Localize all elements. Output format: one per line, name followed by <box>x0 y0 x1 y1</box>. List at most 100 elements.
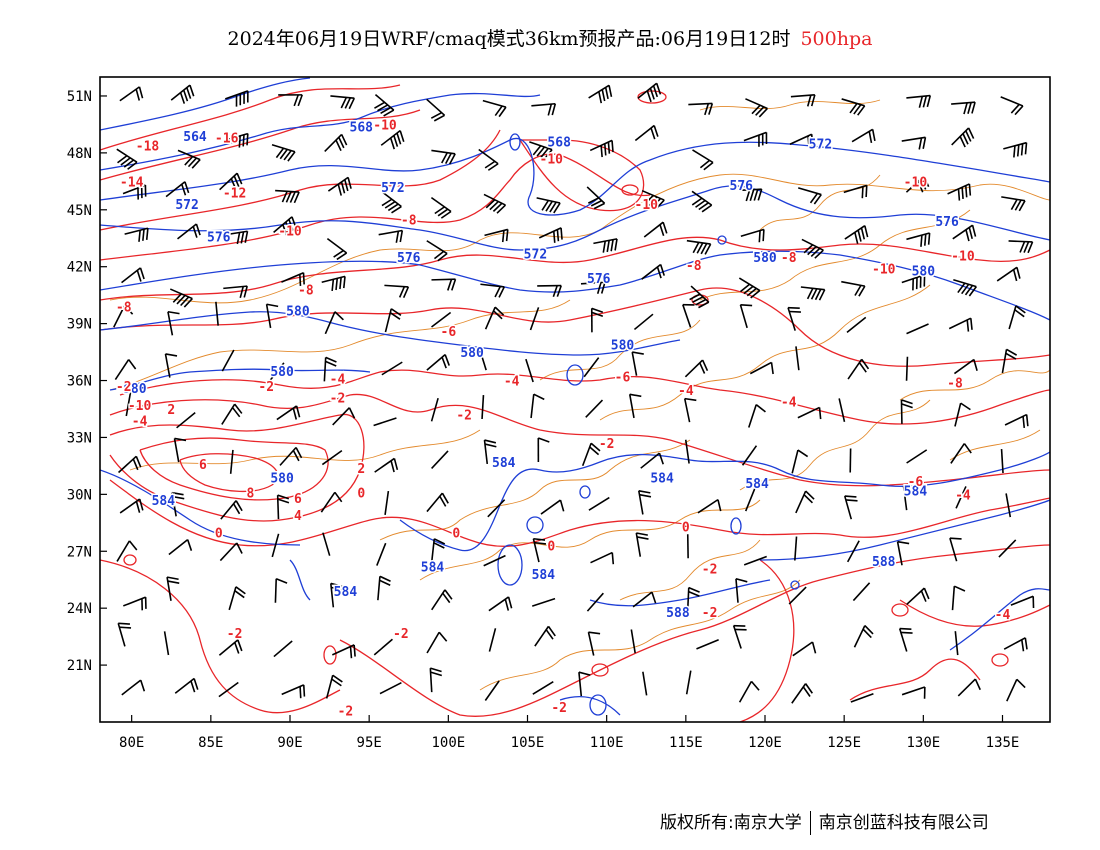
geopotential-label: 576 <box>730 179 754 194</box>
wind-barb <box>223 230 249 245</box>
wind-barb <box>906 587 930 605</box>
wind-barb <box>279 446 303 466</box>
wind-barb <box>593 238 618 253</box>
wind-barb <box>482 99 507 118</box>
wind-barbs <box>113 82 1035 704</box>
wind-barb <box>220 500 243 520</box>
temperature-label: -2 <box>258 380 274 395</box>
wind-barb <box>481 395 485 420</box>
x-tick-label: 125E <box>827 735 861 751</box>
y-tick-label: 24N <box>67 601 92 617</box>
wind-barb <box>114 359 137 380</box>
wind-barb <box>536 197 561 214</box>
wind-barb <box>948 317 973 332</box>
wind-barb <box>735 577 748 603</box>
temperature-contours <box>100 84 1050 722</box>
wind-barb <box>487 499 506 518</box>
wind-barb <box>268 362 285 383</box>
wind-barb <box>430 196 452 219</box>
geopotential-label: 580 <box>753 251 777 266</box>
wind-barb <box>229 449 234 474</box>
wind-barb <box>749 361 774 375</box>
wind-barb <box>590 307 604 333</box>
y-tick-label: 45N <box>67 203 92 219</box>
wind-barb <box>426 631 448 654</box>
temperature-label: -4 <box>132 414 148 429</box>
wind-barb <box>431 589 453 611</box>
wind-barb <box>1000 449 1004 474</box>
copyright: 版权所有:南京大学 南京创蓝科技有限公司 <box>660 808 989 835</box>
wind-barb <box>488 596 513 612</box>
geopotential-label: 572 <box>524 247 547 262</box>
temperature-label: -4 <box>330 373 346 388</box>
wind-barb <box>743 555 767 566</box>
wind-barb <box>119 86 144 102</box>
wind-barb <box>478 148 499 171</box>
x-tick-label: 105E <box>511 735 545 751</box>
wind-barb <box>590 551 615 565</box>
wind-barb <box>1006 678 1026 702</box>
wind-barb <box>531 102 557 116</box>
temperature-label: 0 <box>357 486 365 501</box>
wind-barb <box>165 181 190 198</box>
wind-barb <box>691 190 713 213</box>
wind-barb <box>739 303 753 329</box>
wind-barb <box>376 542 387 566</box>
wind-barb <box>537 284 562 297</box>
wind-barb <box>902 486 908 511</box>
temperature-label: -2 <box>456 409 472 424</box>
y-tick-label: 39N <box>67 317 92 333</box>
wind-barb <box>331 644 356 659</box>
wind-barb <box>685 670 692 695</box>
wind-barb <box>578 671 591 697</box>
wind-barb <box>480 283 505 298</box>
wind-barb <box>223 285 248 299</box>
wind-barb <box>738 277 761 299</box>
wind-barb <box>483 193 507 214</box>
wind-barb <box>631 351 644 376</box>
wind-barb <box>531 597 556 607</box>
temperature-label: -8 <box>686 259 702 274</box>
wind-barb <box>478 346 487 371</box>
wind-barb <box>632 591 657 608</box>
temperature-label: -2 <box>338 705 354 720</box>
x-tick-label: 130E <box>906 735 940 751</box>
wind-barb <box>846 316 867 334</box>
wind-barb <box>697 498 722 514</box>
wind-barb <box>585 399 604 418</box>
wind-barb <box>431 450 449 469</box>
wind-barb <box>737 188 763 202</box>
wind-barb <box>324 311 344 335</box>
wind-barb <box>327 176 352 196</box>
wind-barb <box>633 313 654 331</box>
y-tick-label: 30N <box>67 487 92 503</box>
temperature-label: -4 <box>995 608 1011 623</box>
wind-barb <box>741 445 758 466</box>
geopotential-label: 580 <box>460 346 484 361</box>
wind-barb <box>271 143 296 162</box>
wind-barb <box>744 488 756 512</box>
wind-barb <box>841 98 866 116</box>
wind-barb <box>684 359 709 378</box>
wind-barb <box>488 628 497 652</box>
wind-barb <box>274 578 288 603</box>
wind-barb <box>1004 413 1029 429</box>
wind-barb <box>743 131 768 147</box>
temperature-label: 0 <box>682 521 690 536</box>
wind-barb <box>170 84 195 104</box>
wind-barb <box>118 455 142 474</box>
wind-barb <box>121 679 146 696</box>
wind-barb <box>580 281 606 294</box>
geopotential-label: 580 <box>286 304 310 319</box>
title-main: 2024年06月19日WRF/cmaq模式36km预报产品:06月19日12时 <box>227 28 791 50</box>
wind-barb <box>537 437 550 463</box>
wind-barb <box>800 286 826 301</box>
wind-barb <box>278 94 303 107</box>
wind-barb <box>798 187 822 205</box>
wind-barb <box>373 638 393 656</box>
wind-barb <box>637 489 652 515</box>
geopotential-label: 580 <box>912 265 936 280</box>
geopotential-label: 580 <box>270 471 294 486</box>
wind-barb <box>431 311 452 328</box>
